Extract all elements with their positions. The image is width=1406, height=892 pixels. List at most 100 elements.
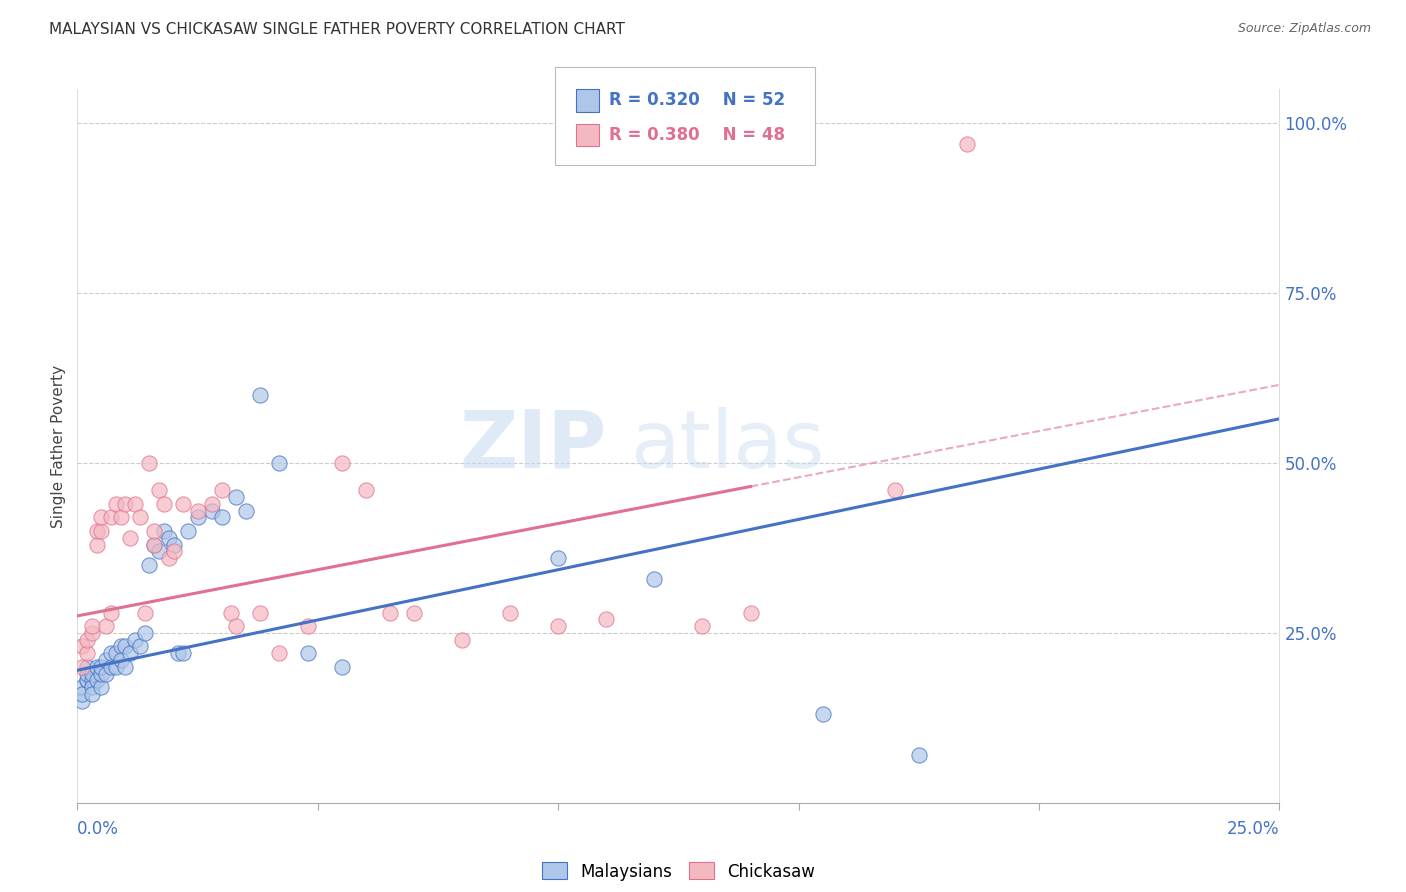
Point bbox=[76, 632, 98, 647]
Point bbox=[143, 537, 166, 551]
Point bbox=[76, 646, 98, 660]
Point bbox=[201, 497, 224, 511]
Text: R = 0.380    N = 48: R = 0.380 N = 48 bbox=[609, 126, 785, 144]
Point bbox=[96, 653, 118, 667]
Point bbox=[167, 646, 190, 660]
Point bbox=[378, 606, 401, 620]
Point bbox=[86, 524, 108, 538]
Y-axis label: Single Father Poverty: Single Father Poverty bbox=[51, 365, 66, 527]
Point bbox=[201, 503, 224, 517]
Point bbox=[138, 456, 160, 470]
Point bbox=[172, 497, 194, 511]
Point bbox=[148, 544, 170, 558]
Point bbox=[70, 680, 93, 694]
Point bbox=[547, 551, 569, 566]
Point bbox=[811, 707, 834, 722]
Point bbox=[114, 497, 136, 511]
Point bbox=[76, 660, 98, 674]
Point bbox=[219, 606, 242, 620]
Point bbox=[128, 640, 150, 654]
Point bbox=[177, 524, 200, 538]
Point bbox=[104, 646, 127, 660]
Point bbox=[124, 497, 146, 511]
Point bbox=[100, 606, 122, 620]
Point bbox=[110, 510, 132, 524]
Point bbox=[110, 640, 132, 654]
Point bbox=[883, 483, 905, 498]
Point bbox=[80, 626, 103, 640]
Point bbox=[740, 606, 762, 620]
Point bbox=[138, 558, 160, 572]
Point bbox=[114, 660, 136, 674]
Point bbox=[80, 680, 103, 694]
Legend: Malaysians, Chickasaw: Malaysians, Chickasaw bbox=[536, 855, 821, 888]
Point bbox=[90, 660, 112, 674]
Point bbox=[143, 524, 166, 538]
Point bbox=[211, 510, 233, 524]
Point bbox=[157, 531, 180, 545]
Text: ZIP: ZIP bbox=[458, 407, 606, 485]
Point bbox=[499, 606, 522, 620]
Point bbox=[225, 490, 247, 504]
Point bbox=[86, 537, 108, 551]
Point bbox=[100, 646, 122, 660]
Point bbox=[172, 646, 194, 660]
Point bbox=[235, 503, 257, 517]
Point bbox=[90, 680, 112, 694]
Point bbox=[80, 687, 103, 701]
Point bbox=[80, 666, 103, 681]
Point bbox=[86, 673, 108, 688]
Point bbox=[211, 483, 233, 498]
Point bbox=[402, 606, 425, 620]
Text: Source: ZipAtlas.com: Source: ZipAtlas.com bbox=[1237, 22, 1371, 36]
Point bbox=[120, 646, 142, 660]
Point bbox=[148, 483, 170, 498]
Point bbox=[76, 673, 98, 688]
Point bbox=[80, 619, 103, 633]
Point bbox=[186, 510, 209, 524]
Point bbox=[70, 660, 93, 674]
Point bbox=[186, 503, 209, 517]
Point bbox=[124, 632, 146, 647]
Point bbox=[330, 456, 353, 470]
Text: 0.0%: 0.0% bbox=[77, 820, 120, 838]
Point bbox=[90, 666, 112, 681]
Point bbox=[692, 619, 714, 633]
Point bbox=[90, 524, 112, 538]
Point bbox=[100, 510, 122, 524]
Point bbox=[162, 537, 184, 551]
Point bbox=[114, 640, 136, 654]
Point bbox=[110, 653, 132, 667]
Point bbox=[153, 497, 176, 511]
Point bbox=[104, 660, 127, 674]
Point bbox=[297, 619, 319, 633]
Text: MALAYSIAN VS CHICKASAW SINGLE FATHER POVERTY CORRELATION CHART: MALAYSIAN VS CHICKASAW SINGLE FATHER POV… bbox=[49, 22, 626, 37]
Point bbox=[120, 531, 142, 545]
Point bbox=[643, 572, 665, 586]
Point bbox=[908, 748, 931, 763]
Point bbox=[100, 660, 122, 674]
Point bbox=[153, 524, 176, 538]
Point bbox=[76, 666, 98, 681]
Point bbox=[80, 673, 103, 688]
Text: atlas: atlas bbox=[630, 407, 825, 485]
Point bbox=[70, 687, 93, 701]
Point bbox=[162, 544, 184, 558]
Point bbox=[330, 660, 353, 674]
Point bbox=[70, 640, 93, 654]
Point bbox=[269, 646, 291, 660]
Text: 25.0%: 25.0% bbox=[1227, 820, 1279, 838]
Point bbox=[96, 619, 118, 633]
Point bbox=[249, 606, 271, 620]
Point bbox=[269, 456, 291, 470]
Point bbox=[249, 388, 271, 402]
Point bbox=[354, 483, 377, 498]
Point bbox=[451, 632, 474, 647]
Point bbox=[128, 510, 150, 524]
Point bbox=[76, 673, 98, 688]
Point bbox=[134, 626, 156, 640]
Point bbox=[90, 510, 112, 524]
Point bbox=[96, 666, 118, 681]
Point bbox=[104, 497, 127, 511]
Point bbox=[143, 537, 166, 551]
